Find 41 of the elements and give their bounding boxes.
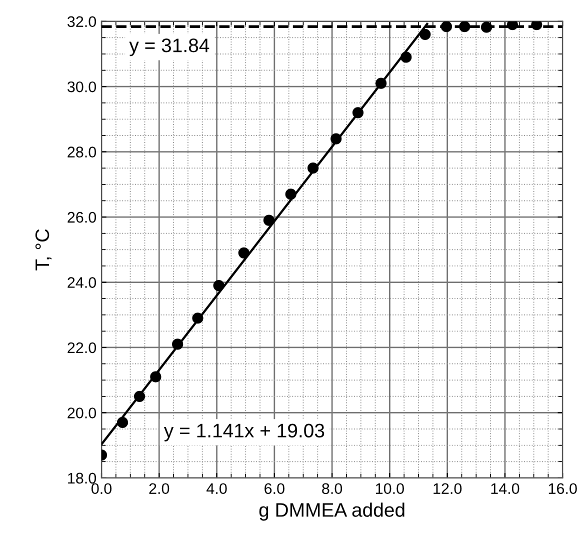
point [238, 247, 250, 258]
point [172, 338, 184, 350]
y-tick-label: 32.0 [67, 16, 96, 28]
point [116, 416, 128, 428]
point [440, 21, 452, 32]
x-tick-label: 4.0 [206, 483, 227, 494]
y-tick-label: 28.0 [68, 146, 96, 158]
point [375, 78, 387, 89]
x-tick-label: 16.0 [548, 483, 577, 494]
point [285, 188, 296, 200]
x-tick-label: 2.0 [149, 483, 170, 494]
x-tick-label: 8.0 [322, 483, 342, 494]
y-tick-label: 30.0 [67, 81, 96, 92]
point [307, 162, 319, 174]
point [134, 390, 146, 402]
y-tick-label: 22.0 [68, 342, 96, 354]
point [330, 133, 342, 144]
point [480, 22, 492, 33]
legend-label: y = 31.84 [129, 38, 210, 56]
x-tick-label: 0.0 [91, 483, 112, 494]
point [213, 280, 224, 292]
point [459, 21, 470, 32]
point [352, 107, 364, 118]
point [420, 28, 431, 40]
y-tick-label: 18.0 [68, 472, 96, 484]
point [400, 52, 412, 63]
point [192, 312, 204, 324]
y-tick-label: 24.0 [68, 277, 96, 288]
point [506, 21, 518, 30]
point [531, 21, 542, 30]
x-tick-label: 10.0 [376, 483, 404, 494]
x-axis-title: g DMMEA added [259, 502, 404, 521]
y-tick-label: 26.0 [68, 212, 96, 223]
point [263, 214, 274, 226]
y-tick-label: 20.0 [68, 408, 96, 418]
x-tick-label: 14.0 [491, 483, 520, 494]
annotation: y = 1.141x + 19.03 [164, 424, 324, 442]
point [150, 371, 162, 382]
y-axis-title: T, °C [35, 229, 52, 270]
x-tick-label: 12.0 [434, 483, 462, 494]
x-tick-label: 6.0 [264, 483, 284, 494]
